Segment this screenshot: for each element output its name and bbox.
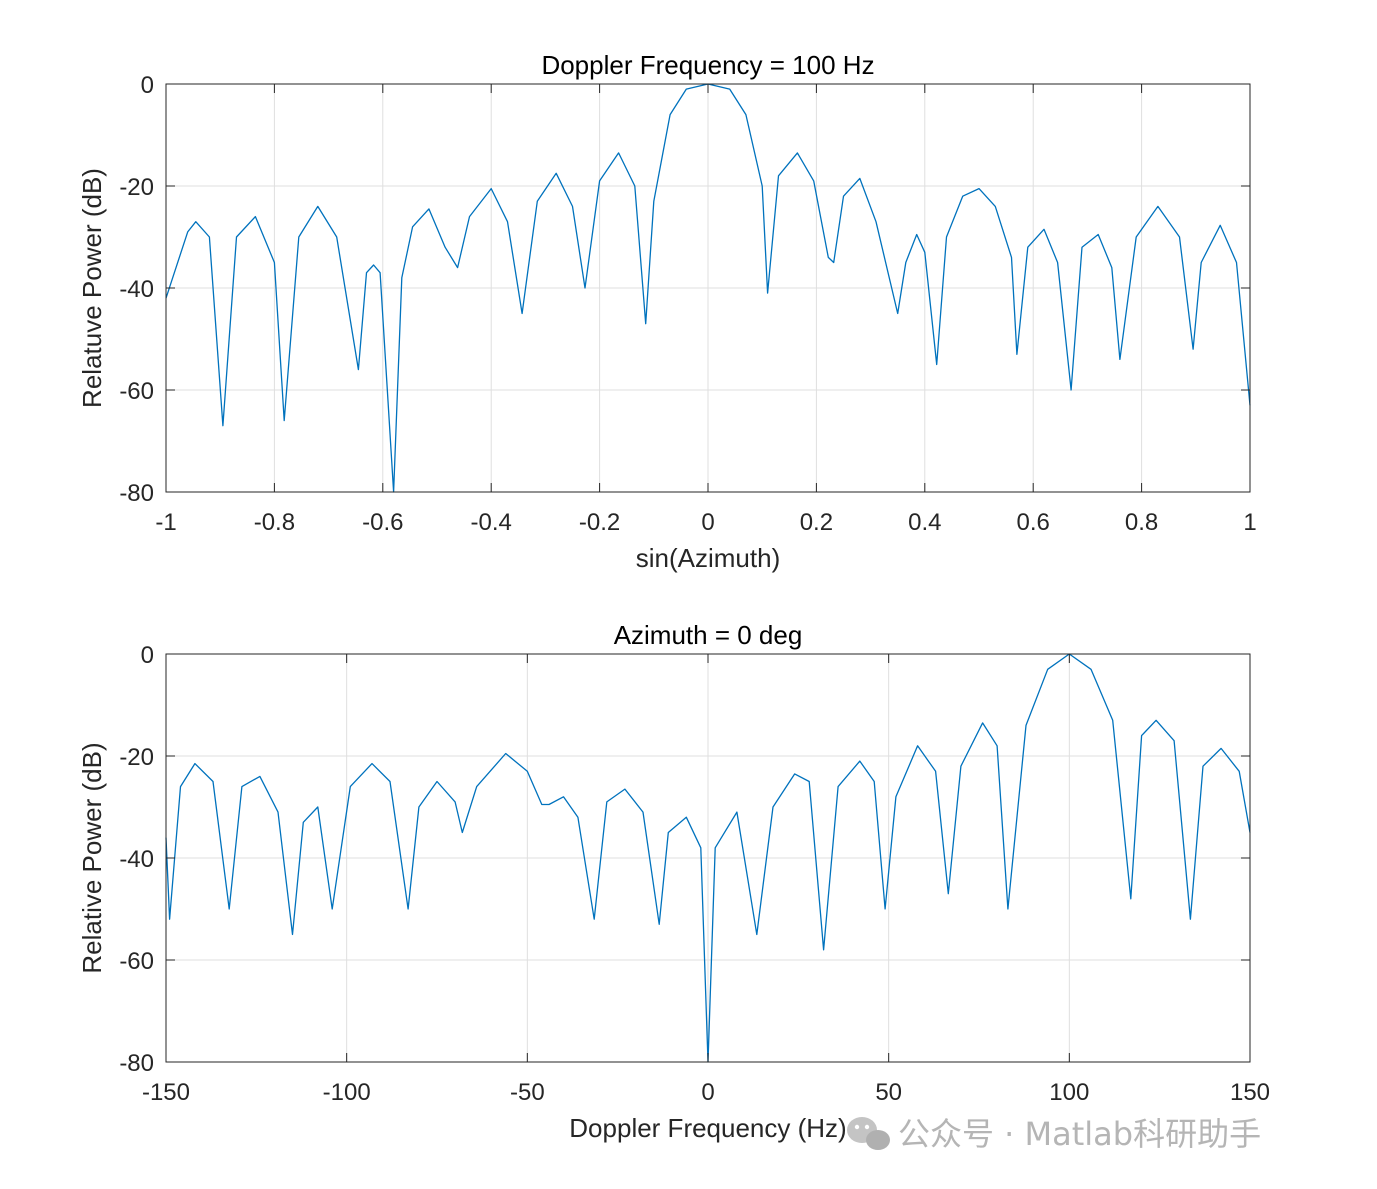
x-tick-label: -0.4 bbox=[471, 509, 512, 536]
x-tick-label: 0.6 bbox=[1017, 509, 1050, 536]
x-tick-label: 100 bbox=[1049, 1079, 1089, 1106]
x-tick-label: 1 bbox=[1243, 509, 1256, 536]
y-tick-label: -20 bbox=[119, 174, 154, 201]
x-tick-label: 0.4 bbox=[908, 509, 941, 536]
x-tick-label: 0 bbox=[701, 509, 714, 536]
x-tick-label: -0.8 bbox=[254, 509, 295, 536]
x-tick-label: -0.2 bbox=[579, 509, 620, 536]
x-tick-label: 0.2 bbox=[800, 509, 833, 536]
y-axis-label: Relatuve Power (dB) bbox=[77, 168, 107, 408]
y-tick-label: -80 bbox=[119, 1050, 154, 1077]
series-line bbox=[165, 653, 1251, 1063]
y-axis-label: Relative Power (dB) bbox=[77, 742, 107, 973]
bottom-subplot: -150 -100 -50 0 50 100 150 0 -20 -40 -60 -80 Azimuth… bbox=[77, 620, 1270, 1143]
wechat-icon bbox=[847, 1117, 890, 1150]
watermark-text: 公众号 · Matlab科研助手 bbox=[898, 1115, 1261, 1153]
x-tick-label: -100 bbox=[323, 1079, 371, 1106]
y-tick-label: -40 bbox=[119, 846, 154, 873]
y-tick-label: 0 bbox=[141, 642, 154, 669]
x-tick-label: 0.8 bbox=[1125, 509, 1158, 536]
x-tick-label: 0 bbox=[701, 1079, 714, 1106]
series-line bbox=[165, 83, 1251, 493]
watermark: 公众号 · Matlab科研助手 bbox=[847, 1115, 1261, 1153]
x-tick-label: -1 bbox=[155, 509, 176, 536]
y-tick-label: -20 bbox=[119, 744, 154, 771]
x-tick-label: -0.6 bbox=[362, 509, 403, 536]
x-tick-label: -150 bbox=[142, 1079, 190, 1106]
y-tick-label: -60 bbox=[119, 378, 154, 405]
x-tick-label: 150 bbox=[1230, 1079, 1270, 1106]
top-subplot: -1 -0.8 -0.6 -0.4 -0.2 0 0.2 0.4 0.6 0.8 1 0 -20 -40 -… bbox=[77, 50, 1257, 573]
y-tick-label: -40 bbox=[119, 276, 154, 303]
y-tick-label: 0 bbox=[141, 72, 154, 99]
y-tick-label: -80 bbox=[119, 480, 154, 507]
x-axis-label: sin(Azimuth) bbox=[636, 543, 780, 573]
chart-title: Azimuth = 0 deg bbox=[614, 620, 803, 650]
y-tick-label: -60 bbox=[119, 948, 154, 975]
x-tick-label: -50 bbox=[510, 1079, 545, 1106]
x-axis-label: Doppler Frequency (Hz) bbox=[569, 1113, 846, 1143]
chart-title: Doppler Frequency = 100 Hz bbox=[541, 50, 874, 80]
x-tick-label: 50 bbox=[875, 1079, 902, 1106]
